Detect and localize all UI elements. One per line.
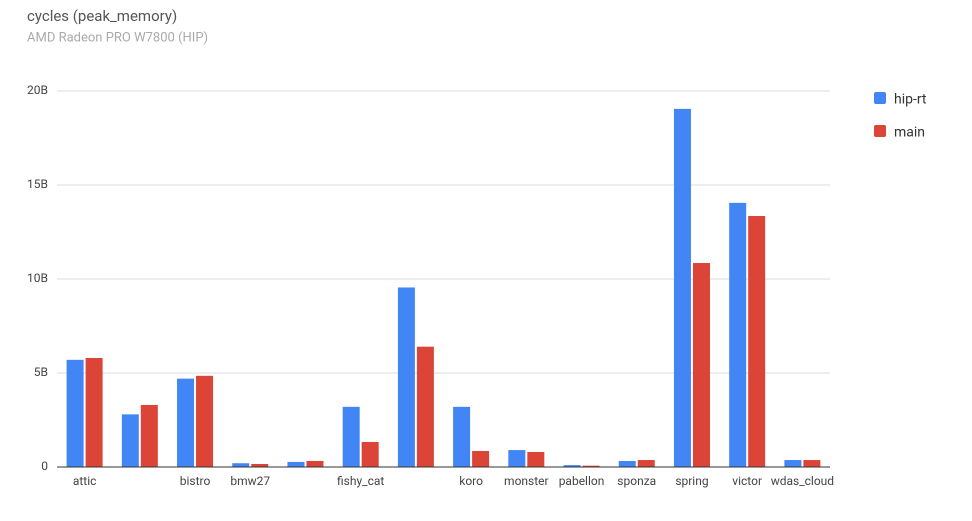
y-tick-label: 5B	[34, 365, 48, 379]
bar	[121, 414, 139, 467]
bar	[196, 375, 214, 467]
bar	[729, 202, 747, 468]
bar	[527, 451, 545, 467]
x-tick-label: attic	[73, 474, 97, 488]
bar	[177, 378, 195, 467]
bar	[140, 404, 158, 467]
y-tick-label: 0	[41, 459, 48, 473]
bar	[416, 346, 434, 467]
legend-swatch	[874, 92, 886, 104]
y-tick-label: 20B	[27, 83, 48, 97]
bar	[306, 460, 324, 467]
bar	[563, 465, 581, 467]
bar	[618, 460, 636, 467]
x-tick-label: koro	[459, 474, 483, 488]
bar	[397, 287, 415, 467]
legend-label: hip-rt	[894, 92, 927, 108]
bar	[232, 463, 250, 467]
bar	[453, 406, 471, 467]
bar	[251, 463, 269, 467]
bar	[342, 406, 360, 467]
bar	[287, 461, 305, 467]
legend-swatch	[874, 125, 886, 137]
bar	[508, 450, 526, 467]
x-tick-label: bistro	[180, 474, 211, 488]
x-tick-label: wdas_cloud	[771, 474, 834, 488]
bar	[66, 359, 84, 467]
bar	[803, 460, 821, 467]
bar	[582, 465, 600, 467]
x-tick-label: sponza	[617, 474, 656, 488]
bar	[361, 441, 379, 467]
x-tick-label: spring	[675, 474, 708, 488]
chart-subtitle: AMD Radeon PRO W7800 (HIP)	[27, 30, 208, 45]
bar	[85, 357, 103, 467]
bar	[673, 108, 691, 468]
bar	[748, 216, 766, 467]
y-tick-label: 15B	[27, 177, 48, 191]
x-tick-label: bmw27	[230, 474, 270, 488]
bar	[472, 451, 490, 467]
bar	[784, 460, 802, 467]
x-tick-label: victor	[732, 474, 762, 488]
x-tick-label: pabellon	[559, 474, 605, 488]
y-tick-label: 10B	[27, 271, 48, 285]
bar	[637, 460, 655, 467]
chart-title: cycles (peak_memory)	[27, 7, 177, 25]
x-tick-label: monster	[504, 474, 549, 488]
legend-label: main	[894, 125, 925, 141]
x-tick-label: fishy_cat	[337, 474, 384, 488]
bar	[692, 263, 710, 467]
